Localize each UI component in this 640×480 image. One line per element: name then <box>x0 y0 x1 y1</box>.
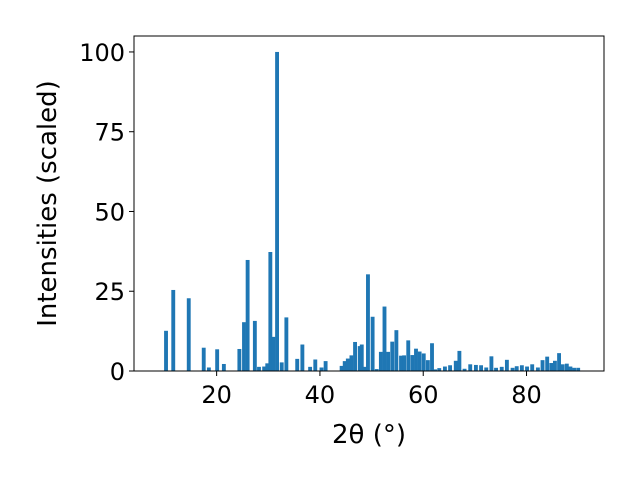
bar <box>572 367 576 371</box>
bar <box>462 368 467 371</box>
bar <box>242 322 246 371</box>
bar <box>349 355 354 371</box>
bar <box>494 367 498 371</box>
bar <box>215 349 220 371</box>
bar <box>201 347 206 371</box>
bar <box>284 317 289 371</box>
bar <box>252 320 257 371</box>
bar <box>357 346 362 371</box>
bar <box>237 348 242 371</box>
y-tick-label: 50 <box>94 198 125 226</box>
bar <box>339 365 344 371</box>
bar <box>421 353 426 371</box>
bar <box>300 344 305 371</box>
bar <box>390 341 395 371</box>
bar <box>313 359 318 371</box>
bar <box>499 366 504 371</box>
bar <box>510 367 515 371</box>
bar <box>437 368 442 371</box>
bar <box>386 351 391 371</box>
bar <box>525 366 529 371</box>
bar-series <box>164 51 581 371</box>
bar <box>468 364 473 371</box>
x-tick-label: 80 <box>511 381 542 409</box>
bar <box>164 330 168 371</box>
plot-frame <box>133 35 605 372</box>
bar <box>362 366 367 371</box>
bar <box>268 252 273 371</box>
y-axis-ticks: 0 25 50 75 100 <box>79 39 134 386</box>
bar <box>473 364 478 371</box>
bar <box>425 360 430 371</box>
bar <box>530 364 535 371</box>
bar <box>553 360 557 371</box>
bar <box>382 306 387 371</box>
bar <box>342 361 347 371</box>
x-tick-label: 40 <box>305 381 336 409</box>
bar <box>484 367 489 371</box>
bar <box>489 356 494 371</box>
bar <box>186 298 191 371</box>
bar <box>514 366 519 371</box>
y-axis-label: Intensities (scaled) <box>33 80 63 327</box>
bar <box>359 344 364 371</box>
y-tick-label: 100 <box>79 39 125 67</box>
bar <box>275 51 279 371</box>
bar <box>221 363 226 371</box>
bar <box>410 355 415 371</box>
bar <box>171 289 176 371</box>
y-tick-label: 0 <box>110 358 125 386</box>
bar <box>402 355 407 371</box>
bar <box>295 358 300 371</box>
bar <box>417 351 422 371</box>
bar <box>560 364 565 371</box>
bar <box>370 316 375 371</box>
bar <box>576 367 581 371</box>
bar <box>430 343 434 371</box>
bar <box>564 363 569 371</box>
bar <box>414 348 418 371</box>
bar <box>540 360 545 371</box>
x-axis-ticks: 20 40 60 80 <box>201 371 542 409</box>
bar <box>557 353 561 371</box>
bar <box>245 259 250 371</box>
bar <box>504 359 509 371</box>
bar <box>448 365 453 371</box>
bar <box>323 361 328 371</box>
bar <box>378 351 383 371</box>
x-tick-label: 20 <box>201 381 232 409</box>
bar <box>545 356 550 371</box>
bar <box>353 341 357 371</box>
bar <box>394 330 399 371</box>
bar <box>442 366 447 371</box>
bar <box>479 365 484 371</box>
bar <box>366 274 370 371</box>
bar <box>406 340 411 371</box>
bar <box>345 358 350 371</box>
bar <box>535 367 540 371</box>
bar <box>257 366 261 371</box>
x-axis-label: 2θ (°) <box>332 420 406 450</box>
y-tick-label: 25 <box>94 278 125 306</box>
bar <box>308 366 313 371</box>
bar <box>519 365 524 371</box>
bar <box>399 355 403 371</box>
bar <box>549 363 554 371</box>
bar <box>453 360 458 371</box>
bar <box>279 362 284 371</box>
bar <box>457 350 462 371</box>
bar <box>319 367 324 371</box>
bar <box>433 369 438 371</box>
y-tick-label: 75 <box>94 119 125 147</box>
bar <box>374 369 379 371</box>
bar <box>265 363 270 371</box>
bar <box>568 366 573 371</box>
bar <box>271 336 276 371</box>
x-tick-label: 60 <box>408 381 439 409</box>
bar <box>206 367 211 371</box>
bar <box>262 366 267 371</box>
